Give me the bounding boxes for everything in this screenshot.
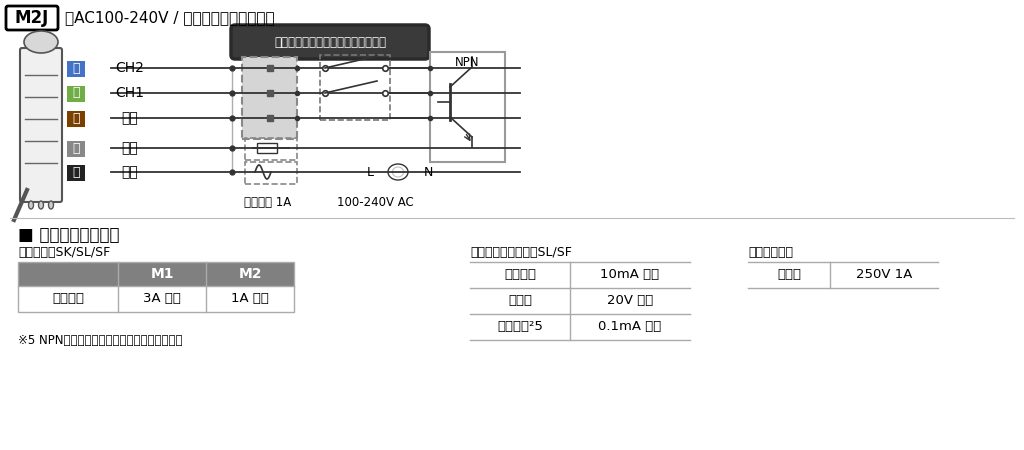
- Text: 【ヒューズ】: 【ヒューズ】: [748, 246, 793, 258]
- Text: 電源と直接接続しないでください！: 電源と直接接続しないでください！: [274, 36, 386, 49]
- Text: CH1: CH1: [116, 86, 144, 100]
- Text: 青: 青: [73, 62, 80, 75]
- Text: NPN: NPN: [456, 55, 480, 68]
- Text: 1A 以上: 1A 以上: [231, 292, 269, 306]
- Ellipse shape: [48, 201, 53, 209]
- Text: M2J: M2J: [15, 9, 49, 27]
- Text: ※5 NPNオープンコレクタトランジスタ使用時: ※5 NPNオープンコレクタトランジスタ使用時: [18, 333, 182, 346]
- Text: 電源: 電源: [122, 165, 138, 179]
- Text: 【電源線】SK/SL/SF: 【電源線】SK/SL/SF: [18, 246, 111, 258]
- Text: CH2: CH2: [116, 61, 144, 75]
- Text: 20V 以上: 20V 以上: [607, 294, 653, 307]
- Bar: [67, 165, 85, 181]
- Ellipse shape: [29, 201, 34, 209]
- Text: M2: M2: [239, 267, 262, 281]
- Bar: [67, 86, 85, 102]
- Text: 共通: 共通: [122, 111, 138, 125]
- Text: 100-240V AC: 100-240V AC: [337, 195, 414, 208]
- Text: L: L: [367, 166, 374, 179]
- Text: 電源: 電源: [122, 141, 138, 155]
- Text: 電　圧: 電 圧: [508, 294, 532, 307]
- Text: N: N: [423, 166, 433, 179]
- Bar: [18, 262, 294, 312]
- Text: 灯: 灯: [73, 141, 80, 154]
- Text: 緯: 緯: [73, 86, 80, 99]
- FancyBboxPatch shape: [6, 6, 58, 30]
- Text: 0.1mA 以下: 0.1mA 以下: [598, 320, 662, 333]
- FancyBboxPatch shape: [231, 25, 429, 59]
- Text: ■ 推奨外部接点容量: ■ 推奨外部接点容量: [18, 226, 120, 244]
- Text: 3A 以上: 3A 以上: [143, 292, 181, 306]
- Text: 黒: 黒: [73, 166, 80, 179]
- FancyBboxPatch shape: [20, 48, 62, 202]
- Text: M1: M1: [151, 267, 174, 281]
- Bar: [18, 262, 294, 286]
- Ellipse shape: [39, 201, 43, 209]
- Text: 茶: 茶: [73, 112, 80, 125]
- Ellipse shape: [24, 31, 58, 53]
- Bar: [67, 61, 85, 77]
- Text: 定　格: 定 格: [777, 269, 801, 282]
- Text: 漏れ電流²5: 漏れ電流²5: [497, 320, 543, 333]
- Text: 【ブザー・信号線】SL/SF: 【ブザー・信号線】SL/SF: [470, 246, 571, 258]
- Bar: [67, 111, 85, 127]
- Text: 電流容量: 電流容量: [504, 269, 536, 282]
- Text: 10mA 以上: 10mA 以上: [600, 269, 659, 282]
- FancyBboxPatch shape: [430, 52, 505, 162]
- Text: ヒューズ 1A: ヒューズ 1A: [245, 195, 292, 208]
- Text: 250V 1A: 250V 1A: [856, 269, 912, 282]
- Bar: [257, 143, 278, 153]
- Bar: [67, 141, 85, 157]
- Text: 電流容量: 電流容量: [52, 292, 84, 306]
- Text: （AC100-240V / キャブタイヤコード）: （AC100-240V / キャブタイヤコード）: [65, 10, 274, 26]
- FancyBboxPatch shape: [242, 57, 297, 139]
